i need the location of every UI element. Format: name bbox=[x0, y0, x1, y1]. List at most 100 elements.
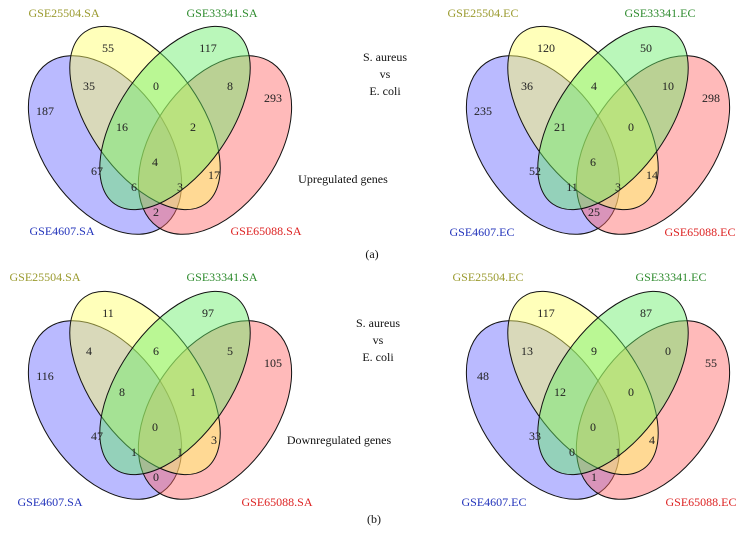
set-label-red: GSE65088.EC bbox=[664, 225, 735, 239]
ellipse-green bbox=[99, 25, 251, 211]
count-GR: 0 bbox=[665, 344, 671, 358]
count-GB: 16 bbox=[116, 120, 128, 134]
comparison-line1-top: S. aureus bbox=[363, 50, 407, 64]
count-B: 235 bbox=[474, 104, 492, 118]
ellipse-blue bbox=[27, 320, 183, 500]
count-YBR: 11 bbox=[566, 180, 578, 194]
ellipse-red bbox=[575, 320, 731, 500]
count-BR: 1 bbox=[591, 470, 597, 484]
middle-annotations: S. aureus vs E. coli Upregulated genes (… bbox=[287, 50, 407, 526]
set-label-red: GSE65088.SA bbox=[230, 224, 301, 238]
set-label-green: GSE33341.EC bbox=[624, 6, 695, 20]
count-R: 105 bbox=[264, 356, 282, 370]
ellipse-yellow bbox=[69, 25, 221, 211]
set-label-yellow: GSE25504.SA bbox=[28, 6, 99, 20]
count-YGR: 4 bbox=[649, 433, 655, 447]
count-YG: 4 bbox=[591, 79, 597, 93]
count-YGB: 47 bbox=[91, 429, 103, 443]
count-YGB: 67 bbox=[91, 164, 103, 178]
count-YGBR: 0 bbox=[152, 420, 158, 434]
venn-down-ec: GSE25504.EC GSE33341.EC GSE4607.EC GSE65… bbox=[452, 270, 736, 509]
count-R: 298 bbox=[702, 91, 720, 105]
subtitle-upregulated: Upregulated genes bbox=[298, 172, 388, 186]
set-label-green: GSE33341.EC bbox=[635, 270, 706, 284]
set-label-blue: GSE4607.EC bbox=[461, 495, 526, 509]
count-G: 50 bbox=[640, 41, 652, 55]
count-GBR: 3 bbox=[615, 180, 621, 194]
ellipse-red bbox=[137, 55, 293, 235]
count-B: 116 bbox=[36, 369, 54, 383]
comparison-line3-top: E. coli bbox=[369, 84, 401, 98]
count-YGBR: 6 bbox=[590, 155, 596, 169]
ellipse-green bbox=[537, 25, 689, 211]
ellipse-yellow bbox=[69, 290, 221, 476]
set-label-blue: GSE4607.SA bbox=[17, 495, 82, 509]
count-YB: 36 bbox=[521, 79, 533, 93]
panel-label-b: (b) bbox=[367, 512, 381, 526]
ellipse-red bbox=[137, 320, 293, 500]
count-BR: 0 bbox=[153, 470, 159, 484]
count-YGR: 14 bbox=[646, 168, 658, 182]
panel-label-a: (a) bbox=[365, 247, 378, 261]
count-YGR: 17 bbox=[208, 168, 220, 182]
count-YGB: 52 bbox=[529, 164, 541, 178]
subtitle-downregulated: Downregulated genes bbox=[287, 433, 392, 447]
ellipse-green bbox=[537, 290, 689, 476]
set-label-red: GSE65088.EC bbox=[665, 495, 736, 509]
count-Y: 11 bbox=[102, 306, 114, 320]
count-G: 117 bbox=[199, 41, 217, 55]
count-GR: 5 bbox=[227, 344, 233, 358]
set-label-green: GSE33341.SA bbox=[186, 6, 257, 20]
venn-down-sa: GSE25504.SA GSE33341.SA GSE4607.SA GSE65… bbox=[9, 270, 312, 509]
count-YBR: 1 bbox=[131, 445, 137, 459]
count-Y: 55 bbox=[102, 41, 114, 55]
comparison-line3-bottom: E. coli bbox=[362, 350, 394, 364]
ellipse-blue bbox=[27, 55, 183, 235]
comparison-line2-top: vs bbox=[380, 67, 391, 81]
count-GB: 12 bbox=[554, 385, 566, 399]
count-YG: 6 bbox=[153, 344, 159, 358]
count-Y: 120 bbox=[537, 41, 555, 55]
count-R: 55 bbox=[705, 356, 717, 370]
count-YB: 35 bbox=[83, 79, 95, 93]
set-label-blue: GSE4607.SA bbox=[29, 224, 94, 238]
ellipse-blue bbox=[465, 55, 621, 235]
count-YGBR: 4 bbox=[152, 155, 158, 169]
set-label-blue: GSE4607.EC bbox=[449, 225, 514, 239]
ellipse-blue bbox=[465, 320, 621, 500]
ellipse-yellow bbox=[507, 290, 659, 476]
count-YG: 9 bbox=[591, 344, 597, 358]
count-YB: 13 bbox=[521, 344, 533, 358]
ellipse-yellow bbox=[507, 25, 659, 211]
count-YGR: 3 bbox=[211, 433, 217, 447]
set-label-yellow: GSE25504.SA bbox=[9, 270, 80, 284]
count-YBR: 6 bbox=[131, 180, 137, 194]
count-GB: 21 bbox=[554, 120, 566, 134]
count-YGBR: 0 bbox=[590, 420, 596, 434]
ellipse-red bbox=[575, 55, 731, 235]
comparison-line2-bottom: vs bbox=[373, 333, 384, 347]
count-YBR: 0 bbox=[569, 445, 575, 459]
count-B: 48 bbox=[477, 369, 489, 383]
ellipse-green bbox=[99, 290, 251, 476]
count-GR: 10 bbox=[662, 79, 674, 93]
count-B: 187 bbox=[36, 104, 54, 118]
count-YB: 4 bbox=[86, 344, 92, 358]
count-GB: 8 bbox=[119, 385, 125, 399]
count-YGB: 33 bbox=[529, 429, 541, 443]
count-G: 97 bbox=[202, 306, 214, 320]
venn-up-ec: GSE25504.EC GSE33341.EC GSE4607.EC GSE65… bbox=[447, 6, 735, 239]
count-Y: 117 bbox=[537, 306, 555, 320]
count-GBR: 3 bbox=[177, 180, 183, 194]
count-YR: 1 bbox=[190, 385, 196, 399]
count-GBR: 1 bbox=[177, 445, 183, 459]
set-label-yellow: GSE25504.EC bbox=[452, 270, 523, 284]
set-label-yellow: GSE25504.EC bbox=[447, 6, 518, 20]
count-GBR: 1 bbox=[615, 445, 621, 459]
count-BR: 25 bbox=[588, 205, 600, 219]
count-BR: 2 bbox=[153, 205, 159, 219]
count-R: 293 bbox=[264, 91, 282, 105]
count-YR: 0 bbox=[628, 385, 634, 399]
count-YR: 2 bbox=[190, 120, 196, 134]
count-G: 87 bbox=[640, 306, 652, 320]
